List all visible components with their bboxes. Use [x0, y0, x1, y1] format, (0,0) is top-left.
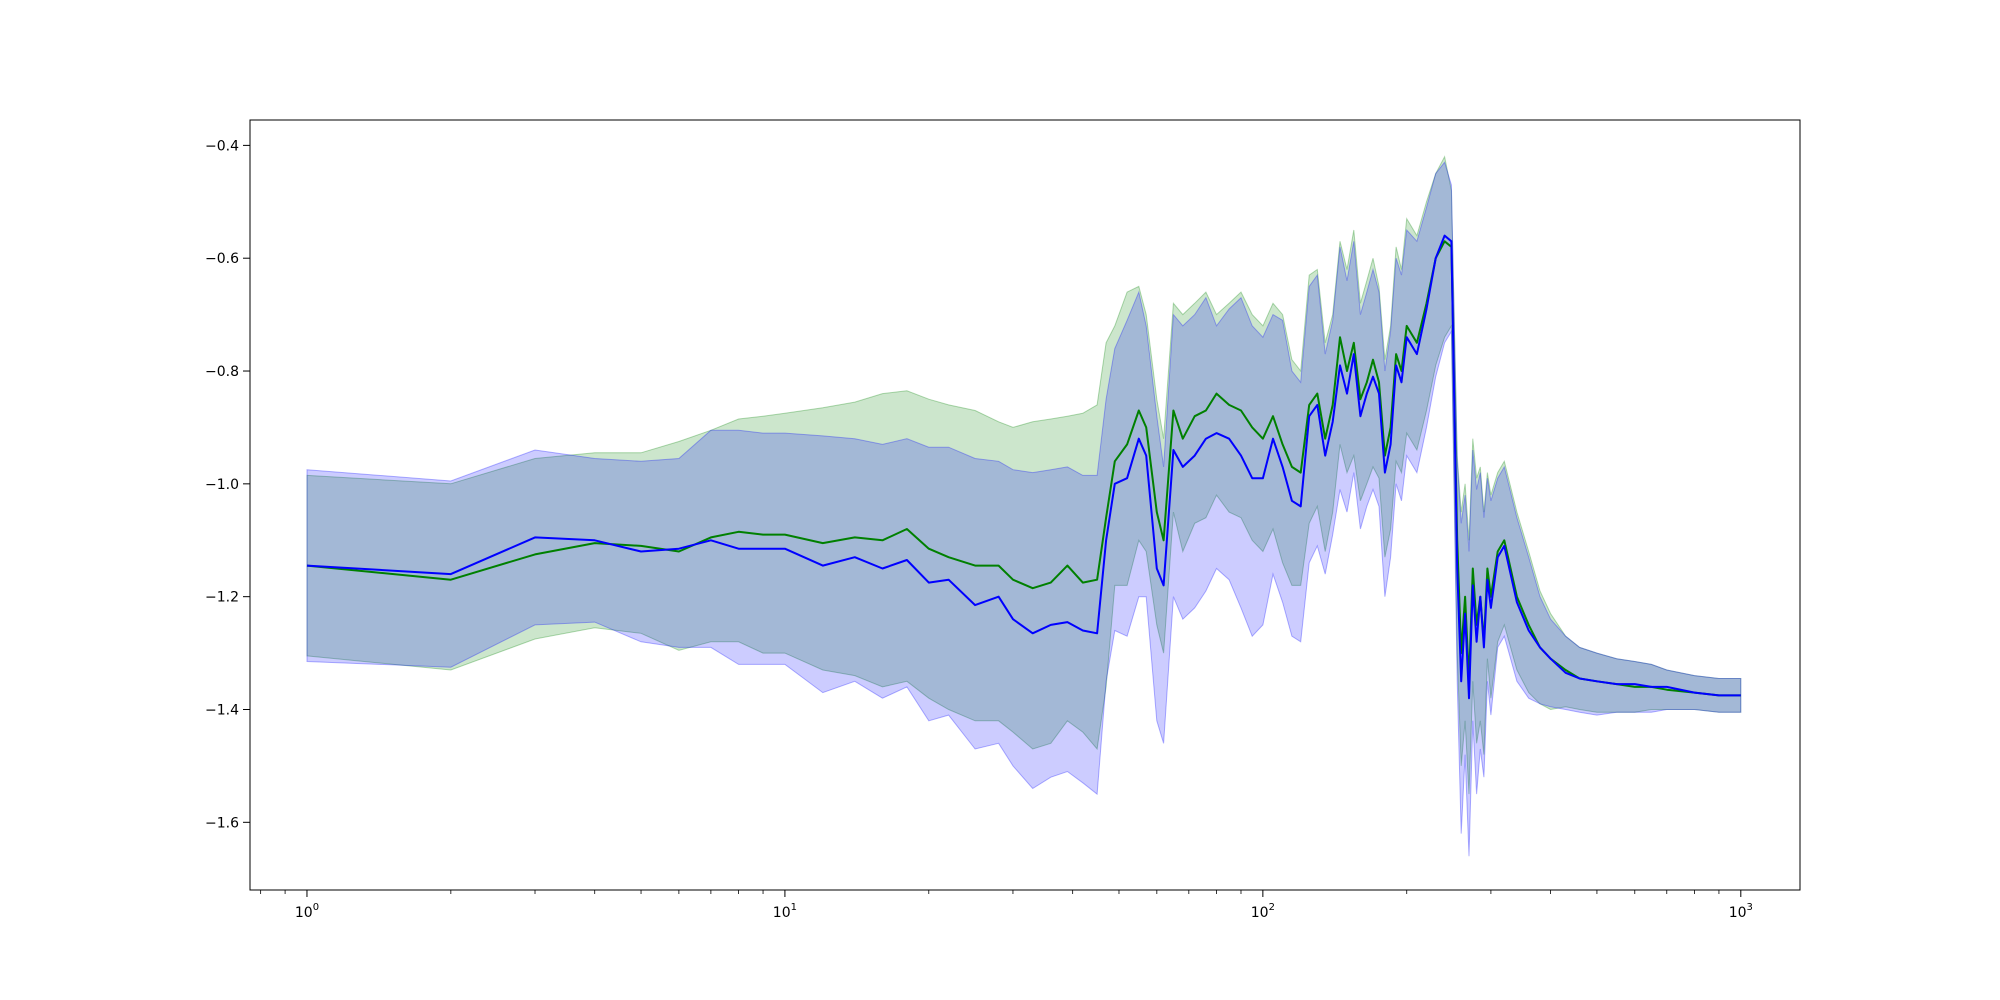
y-tick-label: −1.2	[205, 590, 239, 606]
line-series-1	[306, 240, 1741, 697]
plot-frame	[249, 119, 1801, 891]
y-axis: −0.4 −0.6 −0.8 −1.0 −1.2 −1.4 −1.6	[205, 138, 250, 831]
y-tick-label: −1.0	[205, 477, 239, 493]
x-axis: 100 101 102 103	[260, 890, 1753, 921]
line-series-2	[306, 234, 1741, 700]
series-lines	[306, 234, 1741, 700]
y-tick-label: −0.4	[205, 138, 239, 154]
confidence-bands	[306, 155, 1742, 857]
band-series-2	[306, 161, 1742, 857]
y-tick-label: −1.6	[205, 815, 239, 831]
y-tick-label: −0.8	[205, 364, 239, 380]
y-tick-label: −1.4	[205, 702, 239, 718]
y-tick-label: −0.6	[205, 251, 239, 267]
band-series-1	[306, 155, 1742, 795]
